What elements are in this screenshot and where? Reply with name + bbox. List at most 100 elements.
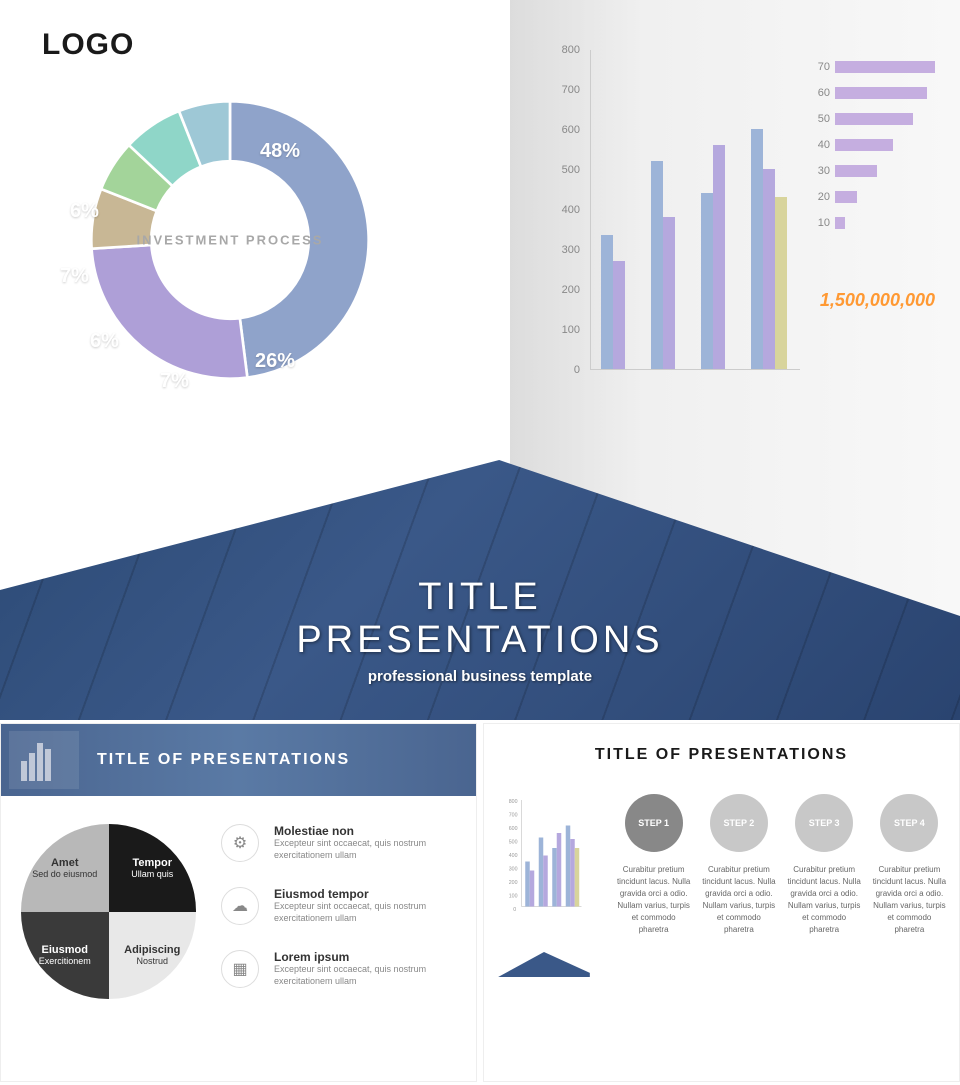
feature-item: ⚙ Molestiae nonExcepteur sint occaecat, q… xyxy=(221,824,456,862)
step-description: Curabitur pretium tincidunt lacus. Nulla… xyxy=(872,864,947,936)
step-description: Curabitur pretium tincidunt lacus. Nulla… xyxy=(616,864,691,936)
title-block: TITLE PRESENTATIONS professional busines… xyxy=(240,576,720,685)
donut-center-label: INVESTMENT PROCESS xyxy=(137,233,324,248)
bar-group xyxy=(701,145,737,369)
feature-title: Molestiae non xyxy=(274,824,456,838)
step-item: STEP 1Curabitur pretium tincidunt lacus.… xyxy=(616,794,691,1054)
bar-chart: 0100200300400500600700800 xyxy=(550,50,810,410)
hbar-row: 30 xyxy=(810,164,940,178)
bar-ytick: 600 xyxy=(562,124,580,136)
svg-text:0: 0 xyxy=(513,907,516,913)
bar-group xyxy=(751,129,787,369)
bar xyxy=(701,193,713,369)
quad-segment-tl: AmetSed do eiusmod xyxy=(21,824,109,912)
hbar-bar xyxy=(835,191,857,203)
bar xyxy=(751,129,763,369)
hbar-label: 20 xyxy=(810,191,830,203)
svg-text:500: 500 xyxy=(509,840,518,846)
hbar-bar xyxy=(835,87,927,99)
bar-ytick: 0 xyxy=(574,364,580,376)
logo-text: LOGO xyxy=(42,28,134,62)
thumb2-mini-chart: 800 700 600 500 400 300 200 100 0 xyxy=(484,784,604,1064)
hbar-bar xyxy=(835,61,935,73)
horizontal-bar-chart: 70 60 50 40 30 20 10 xyxy=(810,60,940,260)
step-description: Curabitur pretium tincidunt lacus. Nulla… xyxy=(701,864,776,936)
quad-segment-bl: EiusmodExercitionem xyxy=(21,912,109,1000)
presentation-subtitle: professional business template xyxy=(240,668,720,685)
bar xyxy=(775,197,787,369)
step-item: STEP 4 Curabitur pretium tincidunt lacus.… xyxy=(872,794,947,1054)
thumb1-header: TITLE OF PRESENTATIONS xyxy=(1,724,476,796)
bar-ytick: 400 xyxy=(562,204,580,216)
hbar-row: 20 xyxy=(810,190,940,204)
step-item: STEP 2 Curabitur pretium tincidunt lacus.… xyxy=(701,794,776,1054)
feature-subtitle: Excepteur sint occaecat, quis nostrum ex… xyxy=(274,838,456,861)
step-circle: STEP 2 xyxy=(710,794,768,852)
feature-item: ▦ Lorem ipsumExcepteur sint occaecat, qui… xyxy=(221,950,456,988)
bar-ytick: 500 xyxy=(562,164,580,176)
hbar-bar xyxy=(835,113,913,125)
bar xyxy=(601,235,613,369)
bar-ytick: 700 xyxy=(562,84,580,96)
hbar-row: 70 xyxy=(810,60,940,74)
hbar-label: 50 xyxy=(810,113,830,125)
step-description: Curabitur pretium tincidunt lacus. Nulla… xyxy=(787,864,862,936)
svg-text:200: 200 xyxy=(509,880,518,886)
bar-ytick: 800 xyxy=(562,44,580,56)
bar xyxy=(763,169,775,369)
bar-ytick: 300 xyxy=(562,244,580,256)
bar-ytick: 100 xyxy=(562,324,580,336)
donut-slice-label: 48% xyxy=(260,140,300,163)
hbar-row: 10 xyxy=(810,216,940,230)
hbar-bar xyxy=(835,217,845,229)
hbar-bar xyxy=(835,139,893,151)
svg-text:800: 800 xyxy=(509,799,518,805)
hbar-label: 60 xyxy=(810,87,830,99)
bar xyxy=(613,261,625,369)
presentation-title: TITLE PRESENTATIONS xyxy=(240,576,720,662)
hbar-label: 70 xyxy=(810,61,830,73)
feature-icon: ⚙ xyxy=(221,824,259,862)
feature-icon: ☁ xyxy=(221,887,259,925)
donut-slice-label: 7% xyxy=(160,370,189,393)
svg-text:600: 600 xyxy=(509,826,518,832)
thumbnail-slide-1: TITLE OF PRESENTATIONS AmetSed do eiusmo… xyxy=(0,723,477,1082)
bar xyxy=(651,161,663,369)
donut-chart: INVESTMENT PROCESS 48% 26% 7% 6% 7% 6% xyxy=(40,70,420,410)
quad-segment-br: AdipiscingNostrud xyxy=(109,912,197,1000)
svg-text:300: 300 xyxy=(509,867,518,873)
feature-icon: ▦ xyxy=(221,950,259,988)
hbar-row: 60 xyxy=(810,86,940,100)
bar xyxy=(663,217,675,369)
donut-slice-label: 26% xyxy=(255,350,295,373)
donut-slice-label: 6% xyxy=(90,330,119,353)
thumb1-feature-list: ⚙Molestiae nonExcepteur sint occaecat, q… xyxy=(221,824,456,999)
feature-title: Eiusmod tempor xyxy=(274,887,456,901)
svg-text:700: 700 xyxy=(509,813,518,819)
hbar-label: 10 xyxy=(810,217,830,229)
feature-title: Lorem ipsum xyxy=(274,950,456,964)
svg-text:100: 100 xyxy=(509,894,518,900)
thumb1-title: TITLE OF PRESENTATIONS xyxy=(97,751,350,769)
donut-slice-label: 6% xyxy=(70,200,99,223)
bar-group xyxy=(651,161,687,369)
feature-subtitle: Excepteur sint occaecat, quis nostrum ex… xyxy=(274,964,456,987)
thumb1-mini-chart-icon xyxy=(9,731,79,789)
big-number: 1,500,000,000 xyxy=(820,290,935,311)
bar xyxy=(713,145,725,369)
bar-ytick: 200 xyxy=(562,284,580,296)
step-circle: STEP 4 xyxy=(880,794,938,852)
thumbnail-slide-2: TITLE OF PRESENTATIONS 800 700 600 500 4… xyxy=(483,723,960,1082)
thumb2-title: TITLE OF PRESENTATIONS xyxy=(484,746,959,764)
hbar-row: 40 xyxy=(810,138,940,152)
quadrant-diagram: AmetSed do eiusmod TemporUllam quis Eius… xyxy=(21,824,196,999)
bar-group xyxy=(601,235,637,369)
feature-subtitle: Excepteur sint occaecat, quis nostrum ex… xyxy=(274,901,456,924)
donut-slice xyxy=(92,245,248,379)
thumbnail-row: TITLE OF PRESENTATIONS AmetSed do eiusmo… xyxy=(0,720,960,1085)
hbar-bar xyxy=(835,165,877,177)
step-item: STEP 3Curabitur pretium tincidunt lacus.… xyxy=(787,794,862,1054)
hbar-row: 50 xyxy=(810,112,940,126)
donut-slice-label: 7% xyxy=(60,265,89,288)
main-slide: LOGO INVESTMENT PROCESS 48% 26% 7% 6% 7% 6% 0… xyxy=(0,0,960,720)
